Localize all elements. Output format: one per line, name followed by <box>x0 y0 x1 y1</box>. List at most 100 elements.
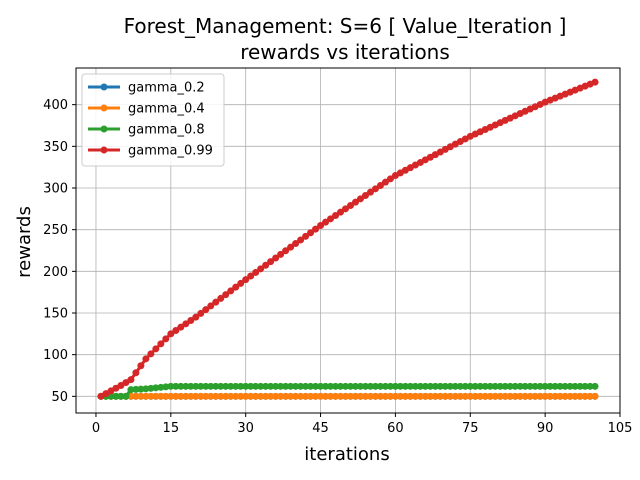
data-point <box>292 382 300 390</box>
data-point <box>237 382 245 390</box>
data-point <box>327 215 335 223</box>
data-point <box>426 392 434 400</box>
data-point <box>516 392 524 400</box>
data-point <box>147 392 155 400</box>
data-point <box>252 268 260 276</box>
data-point <box>297 382 305 390</box>
data-point <box>127 386 135 394</box>
data-point <box>486 382 494 390</box>
data-point <box>177 382 185 390</box>
data-point <box>501 392 509 400</box>
data-point <box>212 392 220 400</box>
series-group <box>97 78 599 400</box>
data-point <box>356 382 364 390</box>
data-point <box>446 392 454 400</box>
data-point <box>222 392 230 400</box>
data-point <box>461 382 469 390</box>
data-point <box>312 392 320 400</box>
data-point <box>361 392 369 400</box>
data-point <box>237 279 245 287</box>
data-point <box>346 202 354 209</box>
data-point <box>356 195 364 203</box>
data-point <box>282 382 290 390</box>
chart-title-line1: Forest_Management: S=6 [ Value_Iteration… <box>124 14 567 38</box>
y-tick-label: 250 <box>43 223 68 238</box>
data-point <box>451 392 459 400</box>
data-point <box>536 382 544 390</box>
data-point <box>247 392 255 400</box>
data-point <box>431 392 439 400</box>
data-point <box>157 392 165 400</box>
data-point <box>142 355 150 363</box>
data-point <box>187 317 195 324</box>
x-tick-label: 0 <box>92 421 100 436</box>
data-point <box>526 382 534 390</box>
data-point <box>302 232 310 240</box>
data-point <box>217 294 225 302</box>
data-point <box>396 392 404 400</box>
data-point <box>282 392 290 400</box>
data-point <box>486 392 494 400</box>
data-point <box>531 382 539 390</box>
data-point <box>202 382 210 390</box>
data-point <box>401 382 409 390</box>
data-point <box>227 392 235 400</box>
data-point <box>222 291 230 299</box>
data-point <box>561 392 569 400</box>
data-point <box>406 382 414 390</box>
data-point <box>322 392 330 400</box>
data-point <box>137 385 145 393</box>
data-point <box>317 222 325 229</box>
data-point <box>317 382 325 390</box>
data-point <box>182 382 190 390</box>
data-point <box>287 382 295 390</box>
data-point <box>371 392 379 400</box>
data-point <box>586 392 594 400</box>
data-point <box>227 287 235 295</box>
data-point <box>576 382 584 390</box>
data-point <box>366 188 374 196</box>
data-point <box>247 382 255 390</box>
data-point <box>581 382 589 390</box>
data-point <box>436 392 444 400</box>
data-point <box>576 392 584 400</box>
data-point <box>277 392 285 400</box>
data-point <box>421 382 429 390</box>
data-point <box>346 392 354 400</box>
data-point <box>317 392 325 400</box>
data-point <box>277 250 285 258</box>
data-point <box>302 392 310 400</box>
data-point <box>511 392 519 400</box>
data-point <box>396 382 404 390</box>
data-point <box>197 309 205 317</box>
data-point <box>332 382 340 390</box>
data-point <box>262 392 270 400</box>
x-tick-label: 105 <box>608 421 633 436</box>
data-point <box>297 236 305 244</box>
data-point <box>551 392 559 400</box>
y-tick-label: 50 <box>51 390 68 405</box>
data-point <box>451 382 459 390</box>
data-point <box>391 382 399 390</box>
data-point <box>471 392 479 400</box>
data-point <box>222 382 230 390</box>
data-point <box>297 392 305 400</box>
data-point <box>307 229 315 237</box>
data-point <box>272 392 280 400</box>
data-point <box>252 392 260 400</box>
data-point <box>127 376 135 384</box>
data-point <box>157 340 165 348</box>
data-point <box>426 382 434 390</box>
data-point <box>232 392 240 400</box>
data-point <box>177 323 185 331</box>
data-point <box>476 382 484 390</box>
data-point <box>342 205 350 213</box>
data-point <box>287 392 295 400</box>
data-point <box>386 392 394 400</box>
data-point <box>192 392 200 400</box>
data-point <box>496 392 504 400</box>
series-gamma-0-4 <box>97 392 599 400</box>
data-point <box>287 243 295 251</box>
data-point <box>142 392 150 400</box>
data-point <box>257 392 265 400</box>
